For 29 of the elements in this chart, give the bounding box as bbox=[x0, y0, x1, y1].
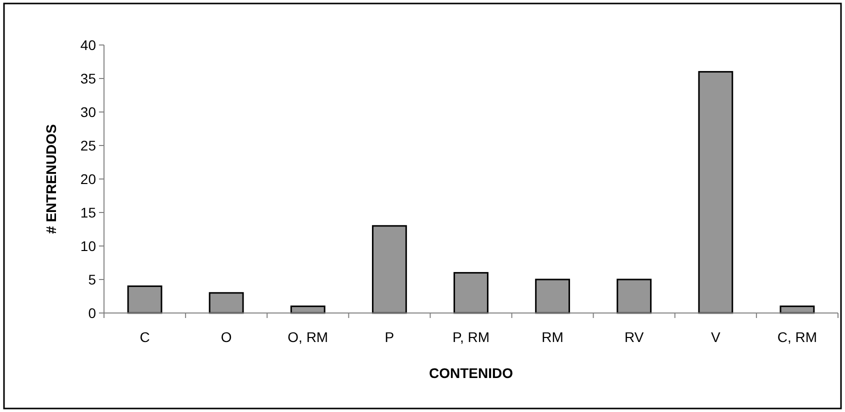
y-tick-label: 15 bbox=[80, 204, 96, 220]
bar bbox=[127, 285, 162, 314]
bar bbox=[372, 225, 407, 314]
bar bbox=[290, 306, 326, 314]
x-tick-label: P, RM bbox=[452, 329, 490, 345]
y-tick-label: 25 bbox=[80, 137, 96, 154]
x-axis-title: CONTENIDO bbox=[429, 365, 514, 381]
x-tick-label: P bbox=[384, 329, 394, 345]
y-tick-label: 10 bbox=[80, 238, 96, 254]
y-tick-label: 40 bbox=[80, 36, 96, 53]
x-tick-label: O bbox=[220, 329, 232, 345]
x-tick-label: RM bbox=[542, 329, 564, 345]
y-tick-label: 35 bbox=[80, 70, 96, 86]
x-tick-label: O, RM bbox=[288, 329, 328, 345]
y-tick-label: 5 bbox=[88, 271, 96, 288]
x-tick-label: RV bbox=[624, 329, 644, 345]
bar bbox=[698, 71, 734, 314]
bar bbox=[535, 278, 570, 314]
x-tick-label: C, RM bbox=[777, 329, 818, 345]
bar bbox=[780, 306, 815, 314]
y-axis-title: # ENTRENUDOS bbox=[43, 124, 59, 234]
x-tick-label: C bbox=[140, 329, 150, 345]
x-tick-label: V bbox=[710, 329, 721, 345]
y-tick-label: 30 bbox=[80, 104, 96, 120]
bar bbox=[208, 292, 244, 314]
y-tick-label: 0 bbox=[88, 304, 96, 321]
bar bbox=[454, 272, 488, 314]
y-tick-label: 20 bbox=[80, 170, 96, 187]
bar bbox=[616, 278, 652, 314]
